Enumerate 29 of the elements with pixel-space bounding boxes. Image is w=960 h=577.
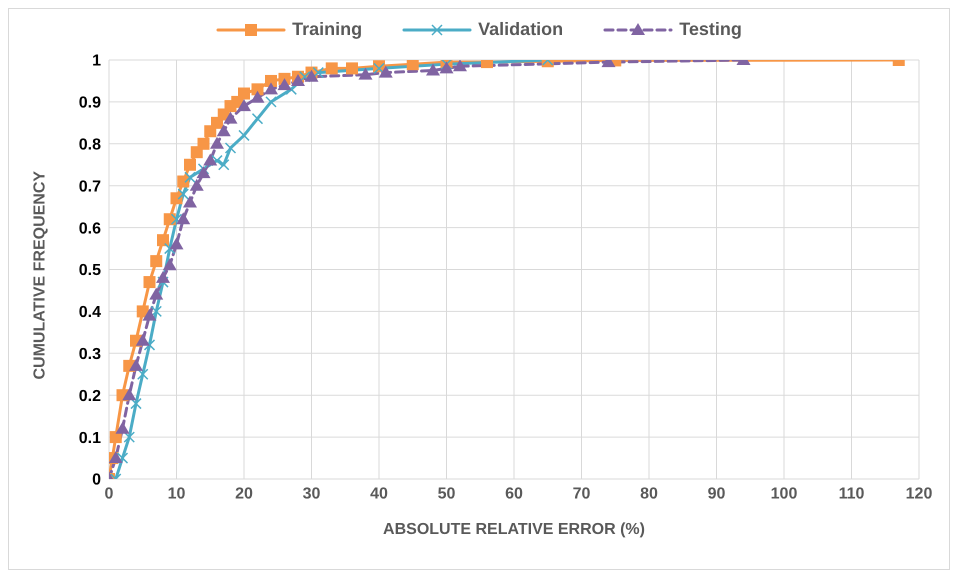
x-tick-label: 30 [302,485,320,502]
y-axis-title: CUMULATIVE FREQUENCY [32,170,49,380]
x-tick-label: 90 [708,485,726,502]
y-tick-label: 0.4 [78,304,102,322]
x-axis-title: ABSOLUTE RELATIVE ERROR (%) [383,521,645,538]
y-tick-label: 0.3 [78,346,102,363]
y-tick-label: 0.1 [78,430,102,447]
x-tick-label: 100 [770,485,798,502]
y-tick-label: 0 [92,472,102,489]
y-tick-label: 0.5 [78,262,102,280]
y-tick-label: 0.6 [78,220,102,238]
x-tick-label: 80 [640,485,658,502]
y-tick-label: 1 [92,52,102,70]
x-tick-label: 60 [505,485,523,502]
x-tick-label: 110 [838,485,865,502]
y-tick-label: 0.9 [78,94,102,112]
x-tick-label: 40 [370,485,388,502]
x-tick-label: 0 [104,485,114,502]
legend-label: Testing [678,19,742,40]
x-tick-label: 20 [235,485,253,502]
y-tick-label: 0.8 [78,136,102,154]
y-tick-label: 0.7 [78,178,102,196]
y-tick-label: 0.2 [78,388,102,405]
legend-label: Training [291,19,362,40]
x-tick-label: 120 [906,485,932,502]
x-tick-label: 70 [572,485,590,502]
legend-label: Validation [477,19,564,40]
x-tick-label: 50 [438,485,456,502]
x-tick-label: 10 [168,485,186,502]
